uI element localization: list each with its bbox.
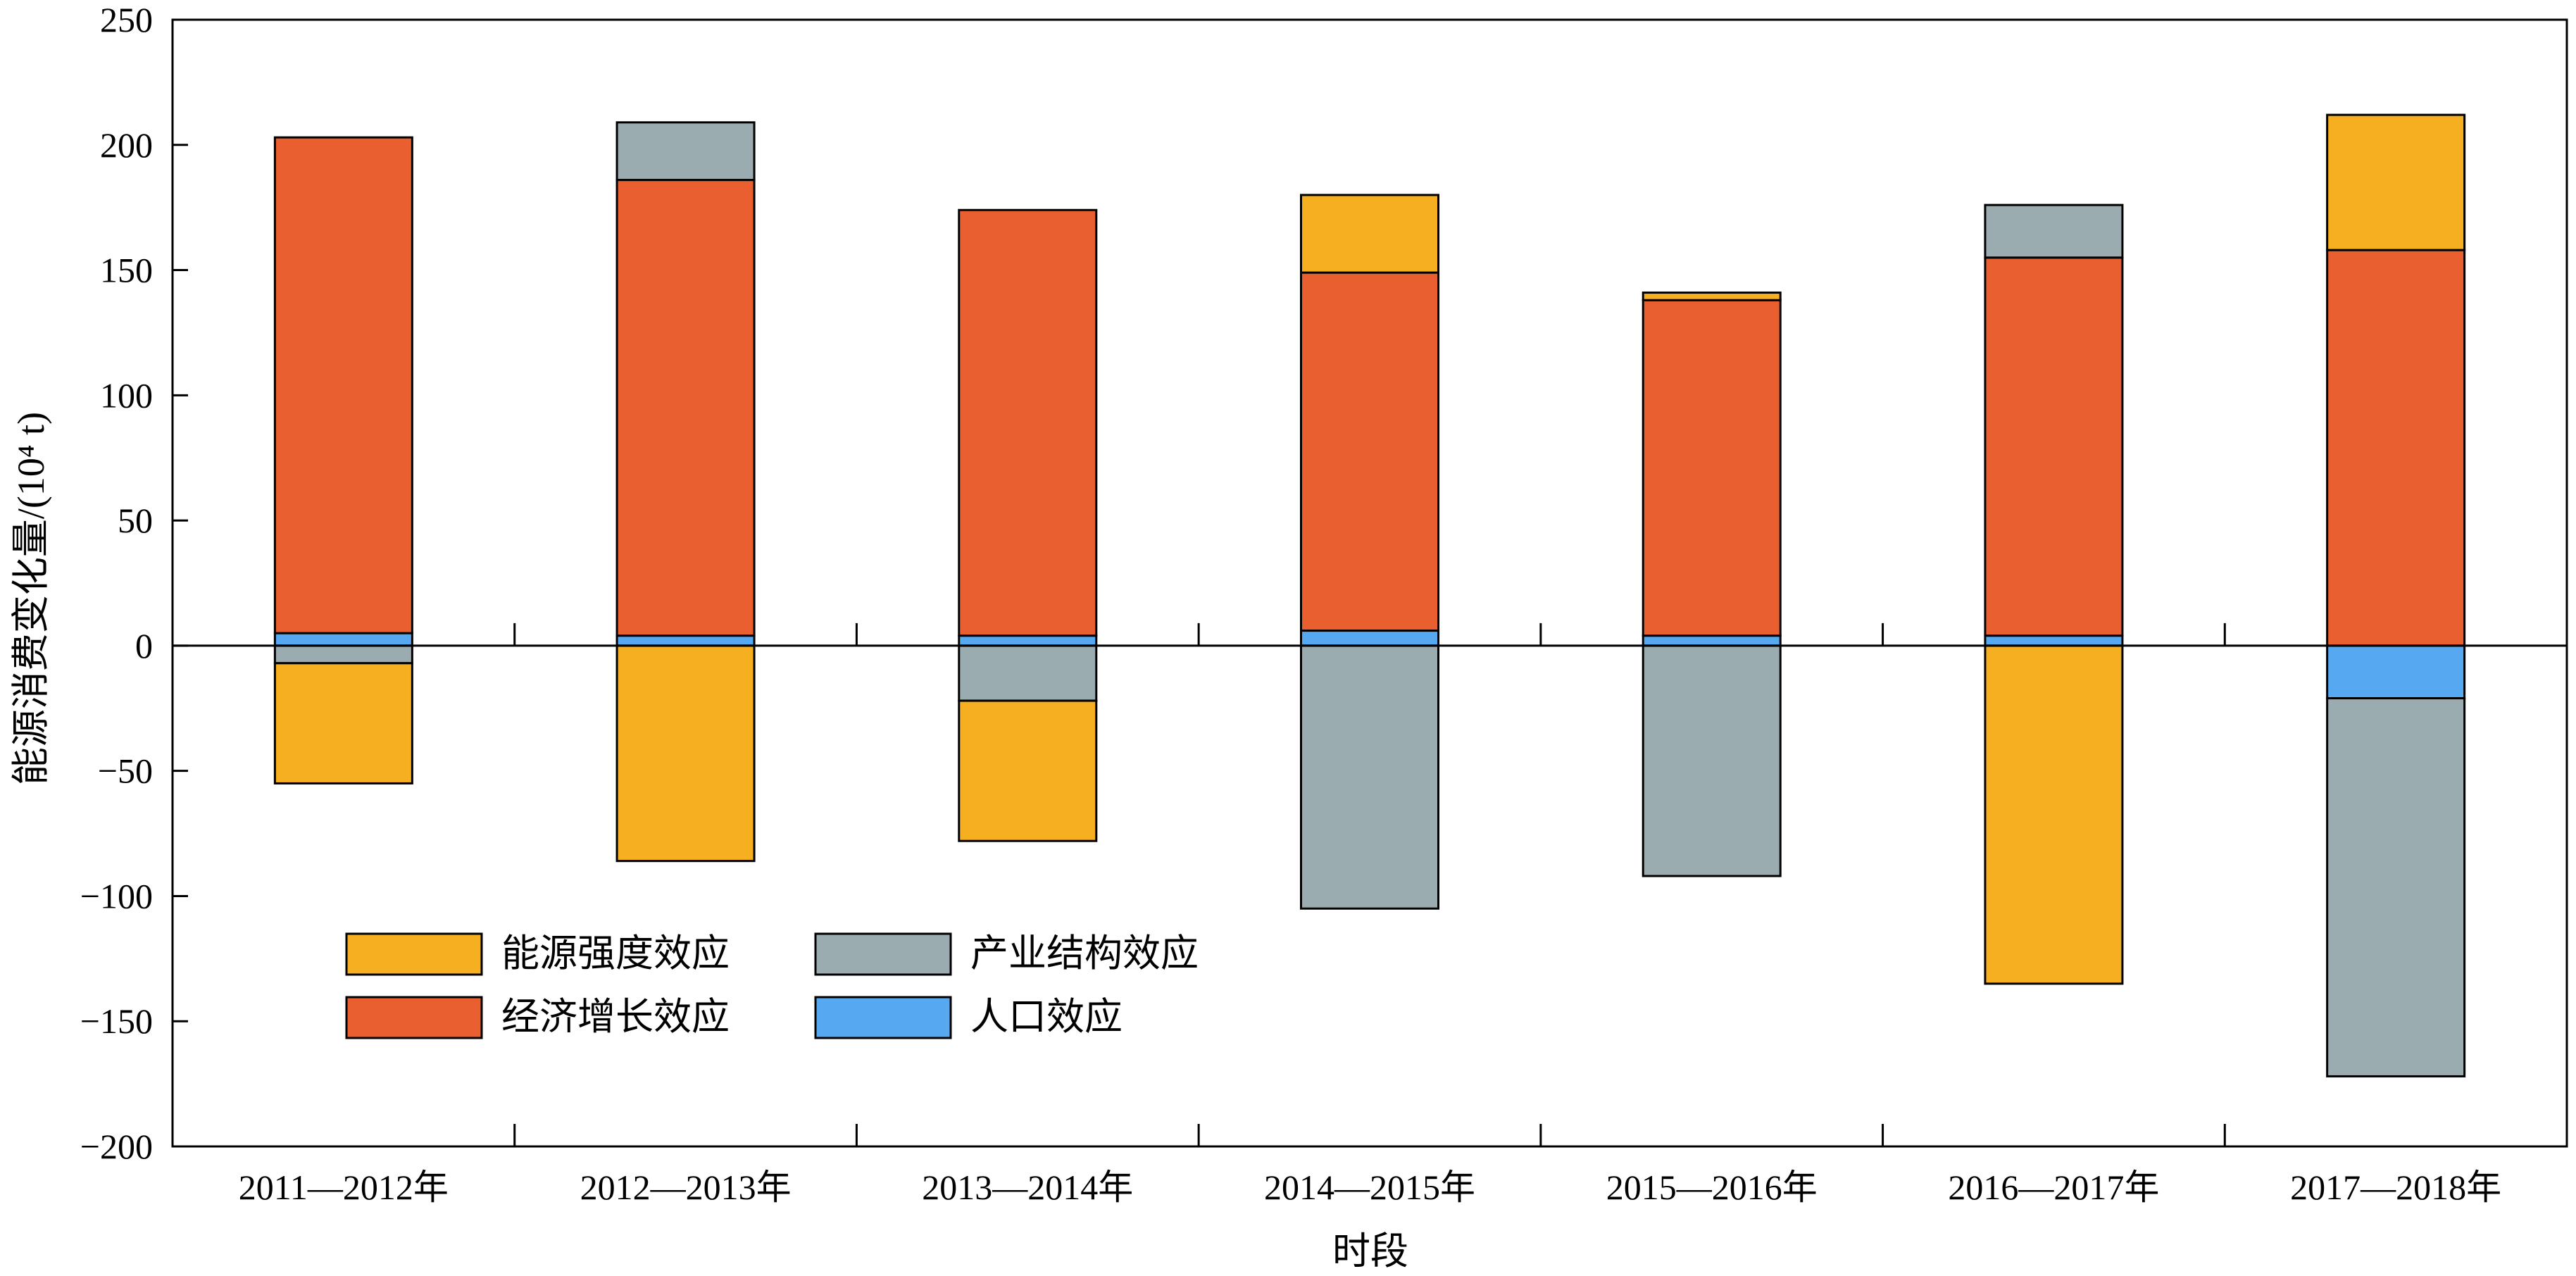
legend-swatch bbox=[345, 932, 483, 976]
bar-segment bbox=[273, 662, 413, 784]
y-tick-label: −50 bbox=[98, 751, 153, 791]
bar-segment bbox=[1642, 644, 1782, 877]
x-tick-label: 2013—2014年 bbox=[922, 1168, 1133, 1207]
bar-segment bbox=[615, 634, 756, 647]
bar-segment bbox=[958, 644, 1098, 702]
y-tick-label: −150 bbox=[80, 1001, 153, 1041]
y-tick-label: 0 bbox=[135, 626, 153, 665]
bar-segment bbox=[2326, 113, 2466, 251]
plot-frame bbox=[171, 18, 2568, 1148]
bar-segment bbox=[958, 634, 1098, 647]
bar-segment bbox=[2326, 697, 2466, 1077]
x-axis-title: 时段 bbox=[1332, 1230, 1408, 1272]
legend-swatch bbox=[814, 996, 952, 1039]
y-tick-label: 100 bbox=[100, 375, 153, 415]
bar-segment bbox=[1300, 271, 1439, 632]
axes-layer: 250 200 150 100 50 0 −50 −100 −150 −200 2011—2012年… bbox=[80, 0, 2568, 1207]
bar-segment bbox=[2326, 644, 2466, 700]
legend-label: 产业结构效应 bbox=[970, 932, 1199, 975]
bar-segment bbox=[1300, 194, 1439, 274]
x-tick-label: 2017—2018年 bbox=[2290, 1168, 2501, 1207]
bar-segment bbox=[615, 121, 756, 182]
x-tick-label: 2012—2013年 bbox=[580, 1168, 792, 1207]
bar-segment bbox=[958, 208, 1098, 637]
bar-segment bbox=[1642, 634, 1782, 647]
y-tick-label: −200 bbox=[80, 1127, 153, 1166]
bar-segment bbox=[1300, 630, 1439, 647]
legend-swatch bbox=[814, 932, 952, 976]
legend-label: 经济增长效应 bbox=[501, 996, 730, 1038]
bar-segment bbox=[273, 644, 413, 665]
bar-segment bbox=[1984, 256, 2124, 637]
y-axis-title: 能源消费变化量/(10⁴ t) bbox=[10, 412, 52, 785]
bar-segment bbox=[273, 136, 413, 634]
bar-segment bbox=[1300, 644, 1439, 910]
bar-segment bbox=[615, 644, 756, 863]
bar-segment bbox=[273, 632, 413, 647]
x-tick-label: 2016—2017年 bbox=[1948, 1168, 2159, 1207]
y-tick-label: 250 bbox=[100, 0, 153, 39]
bar-segment bbox=[2326, 249, 2466, 647]
bar-segment bbox=[958, 699, 1098, 842]
bar-segment bbox=[1984, 634, 2124, 647]
bar-segment bbox=[615, 179, 756, 637]
bar-segment bbox=[1642, 299, 1782, 637]
y-tick-label: 200 bbox=[100, 125, 153, 165]
x-tick-label: 2014—2015年 bbox=[1264, 1168, 1475, 1207]
bar-segment bbox=[1984, 644, 2124, 985]
legend-label: 人口效应 bbox=[970, 996, 1123, 1038]
y-tick-label: −100 bbox=[80, 876, 153, 915]
legend-label: 能源强度效应 bbox=[501, 932, 730, 975]
legend-swatch bbox=[345, 996, 483, 1039]
x-tick-label: 2015—2016年 bbox=[1606, 1168, 1818, 1207]
x-tick-label: 2011—2012年 bbox=[239, 1168, 449, 1207]
bar-segment bbox=[1984, 204, 2124, 259]
y-tick-label: 150 bbox=[100, 251, 153, 290]
bars-layer bbox=[273, 113, 2466, 1077]
y-tick-label: 50 bbox=[118, 501, 153, 540]
bar-segment bbox=[1642, 292, 1782, 301]
